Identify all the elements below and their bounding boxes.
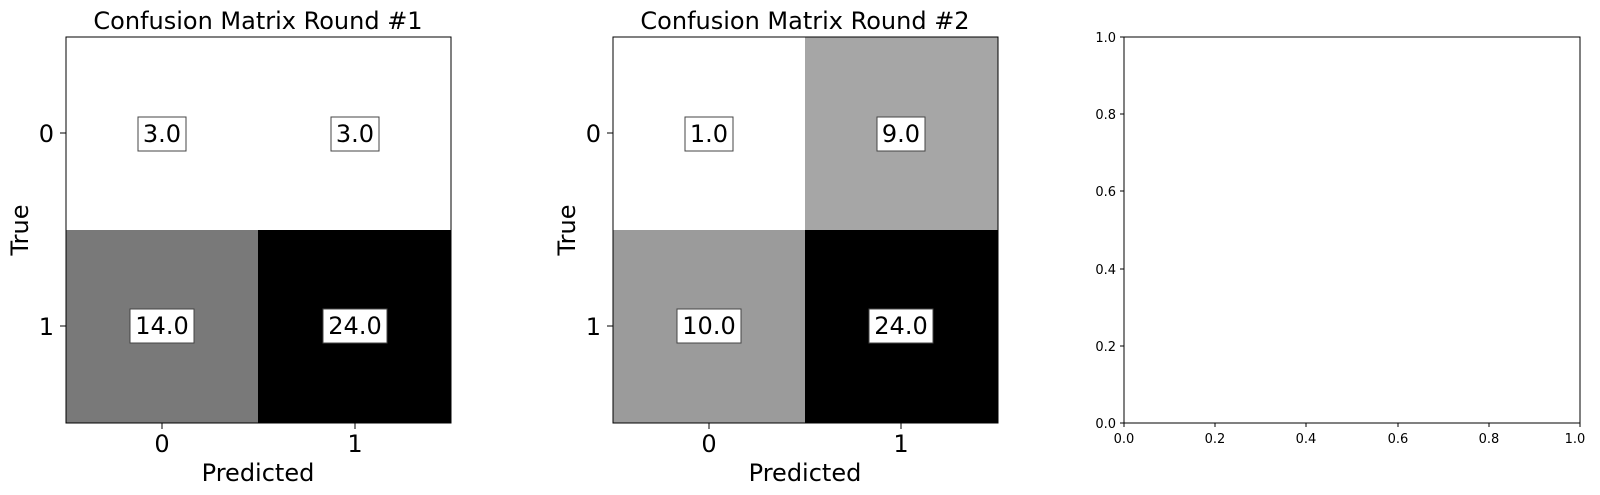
plot-frame-2 (612, 36, 999, 424)
cell-label-box-2-1-0 (676, 308, 742, 344)
x-tick-label-3-0: 0.0 (1114, 432, 1135, 447)
x-tick-label-3-4: 0.8 (1479, 432, 1500, 447)
cell-label-box-1-0-1 (330, 116, 380, 152)
y-tick-label-2-0: 0 (586, 120, 601, 148)
y-tick-label-3-4: 0.8 (1095, 108, 1116, 123)
y-tick-label-3-3: 0.6 (1095, 185, 1116, 200)
y-tick-label-2-1: 1 (586, 313, 601, 341)
y-tick-label-3-0: 0.0 (1095, 417, 1116, 432)
y-tick-label-1-0: 0 (39, 120, 54, 148)
x-tick-label-2-0: 0 (701, 430, 716, 458)
cell-label-box-2-0-1 (876, 116, 926, 152)
y-tick-label-3-2: 0.4 (1095, 263, 1116, 278)
cell-label-box-2-1-1 (868, 308, 934, 344)
empty-axes-3: 0.0 0.2 0.4 0.6 0.8 1.0 0.0 0.2 0.4 0.6 … (1095, 31, 1585, 447)
x-tick-label-3-1: 0.2 (1205, 432, 1226, 447)
cell-label-2-1-1: 24.0 (874, 312, 927, 340)
confusion-matrix-1: Confusion Matrix Round #1 3.0 3.0 14.0 2… (6, 7, 452, 487)
plot-frame-3 (1123, 36, 1581, 424)
y-tick-label-3-5: 1.0 (1095, 31, 1116, 46)
confusion-matrix-2: Confusion Matrix Round #2 1.0 9.0 10.0 2… (553, 7, 999, 487)
cell-label-box-1-0-0 (137, 116, 187, 152)
cell-label-box-1-1-0 (129, 308, 195, 344)
cell-label-1-1-1: 24.0 (328, 312, 381, 340)
cell-label-1-1-0: 14.0 (135, 312, 188, 340)
x-tick-label-3-3: 0.6 (1388, 432, 1409, 447)
cell-label-1-0-1: 3.0 (336, 120, 374, 148)
y-axis-label-2: True (553, 205, 581, 257)
y-tick-label-1-1: 1 (39, 313, 54, 341)
x-tick-label-1-0: 0 (154, 430, 169, 458)
cell-label-2-0-1: 9.0 (882, 120, 920, 148)
cell-label-1-0-0: 3.0 (143, 120, 181, 148)
y-tick-label-3-1: 0.2 (1095, 340, 1116, 355)
cell-label-box-2-0-0 (684, 116, 734, 152)
x-tick-label-2-1: 1 (893, 430, 908, 458)
y-axis-label-1: True (6, 205, 34, 257)
cell-label-2-0-0: 1.0 (690, 120, 728, 148)
cell-label-2-1-0: 10.0 (682, 312, 735, 340)
chart-title-2: Confusion Matrix Round #2 (640, 7, 969, 35)
x-tick-label-3-2: 0.4 (1296, 432, 1317, 447)
x-axis-label-1: Predicted (202, 459, 315, 487)
x-axis-label-2: Predicted (749, 459, 862, 487)
chart-title-1: Confusion Matrix Round #1 (93, 7, 422, 35)
x-tick-label-3-5: 1.0 (1565, 432, 1586, 447)
x-tick-label-1-1: 1 (347, 430, 362, 458)
plot-frame-1 (65, 36, 452, 424)
cell-label-box-1-1-1 (322, 308, 388, 344)
